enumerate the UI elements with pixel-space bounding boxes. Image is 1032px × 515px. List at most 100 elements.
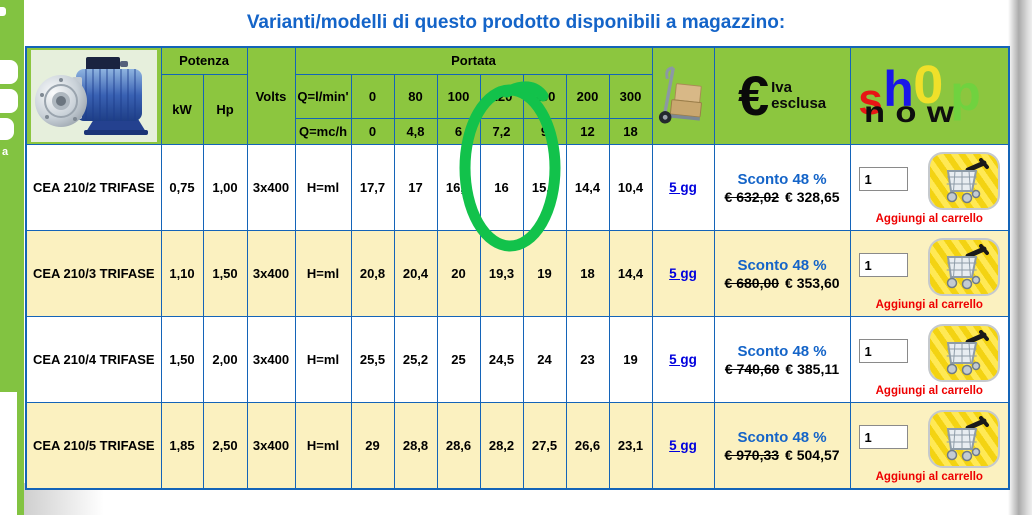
model-name: CEA 210/2 TRIFASE [25,144,162,231]
delivery-cell: 5 gg [651,230,715,317]
head-value: 26,6 [565,402,610,490]
discount-label: Sconto 48 % [737,342,827,360]
iva-label: Iva [771,79,792,97]
hp-header: Hp [202,73,248,145]
head-value: 23 [565,316,610,403]
head-value: 25 [436,316,481,403]
kw-value: 1,10 [160,230,204,317]
add-to-cart-link[interactable]: Aggiungi al carrello [875,471,983,483]
sidebar-button-fragment[interactable] [0,118,14,140]
sidebar-logo-fragment [0,7,6,16]
product-row: CEA 210/5 TRIFASE 1,85 2,50 3x400 H=ml 2… [25,402,1010,490]
add-to-cart-link[interactable]: Aggiungi al carrello [875,213,983,225]
cart-cell: Aggiungi al carrello [849,402,1010,490]
kw-header: kW [160,73,204,145]
add-to-cart-button[interactable] [928,410,1001,468]
head-value: 17,7 [350,144,395,231]
head-value: 20 [436,230,481,317]
quantity-input[interactable] [858,425,908,449]
page-title: Varianti/modelli di questo prodotto disp… [246,12,786,33]
head-value: 19,3 [479,230,524,317]
vat-excluded-logo: € Iva esclusa [715,64,849,127]
add-to-cart-button[interactable] [928,238,1001,296]
shop-letter-p: p [950,65,981,121]
kw-value: 1,85 [160,402,204,490]
delivery-cell: 5 gg [651,144,715,231]
potenza-header: Potenza [160,46,248,75]
new-price: € 504,57 [785,446,840,463]
cart-cell: Aggiungi al carrello [849,230,1010,317]
head-value: 25,2 [393,316,438,403]
head-value: 14,4 [608,230,653,317]
discount-label: Sconto 48 % [737,256,827,274]
new-price: € 385,11 [785,360,840,377]
shop-letter-o: 0 [913,55,944,115]
head-value: 29 [350,402,395,490]
discount-label: Sconto 48 % [737,170,827,188]
kw-value: 1,50 [160,316,204,403]
new-price: € 328,65 [785,188,840,205]
variants-table: Potenza Volts Portata [25,46,1011,490]
flow-mch-header: 6 [436,118,481,145]
head-value: 14,4 [565,144,610,231]
model-name: CEA 210/4 TRIFASE [25,316,162,403]
shop-now-cell: s h 0 p now [849,46,1010,145]
flow-mch-header: 0 [350,118,395,145]
shop-letter-h: h [883,61,914,117]
shop-letter-s: s [858,75,883,124]
delivery-link[interactable]: 5 gg [669,438,697,453]
cart-cell: Aggiungi al carrello [849,144,1010,231]
head-row-label: H=ml [294,402,352,490]
hp-value: 2,50 [202,402,248,490]
volts-value: 3x400 [246,230,296,317]
add-to-cart-button[interactable] [928,324,1001,382]
cart-icon [946,330,990,376]
head-value: 16 [479,144,524,231]
sidebar-button-fragment[interactable] [0,89,18,113]
quantity-input[interactable] [858,253,908,277]
product-row: CEA 210/3 TRIFASE 1,10 1,50 3x400 H=ml 2… [25,230,1010,317]
flow-col-header: 100 [436,73,481,119]
delivery-header-cell [651,46,715,145]
delivery-link[interactable]: 5 gg [669,180,697,195]
q-mch-header: Q=mc/h [294,118,352,145]
sidebar-edge-strip [17,392,24,515]
quantity-input[interactable] [858,339,908,363]
sidebar-button-fragment[interactable] [0,60,18,84]
flow-col-header: 120 [479,73,524,119]
euro-icon: € [737,64,770,127]
quantity-input[interactable] [858,167,908,191]
discount-label: Sconto 48 % [737,428,827,446]
add-to-cart-button[interactable] [928,152,1001,210]
flow-col-header: 300 [608,73,653,119]
delivery-link[interactable]: 5 gg [669,352,697,367]
head-value: 18 [565,230,610,317]
head-row-label: H=ml [294,316,352,403]
cart-icon [946,244,990,290]
model-name: CEA 210/5 TRIFASE [25,402,162,490]
kw-value: 0,75 [160,144,204,231]
flow-mch-header: 9 [522,118,567,145]
portata-header: Portata [294,46,653,75]
flow-mch-header: 4,8 [393,118,438,145]
new-price: € 353,60 [785,274,840,291]
product-image-cell [25,46,162,145]
vat-excluded-cell: € Iva esclusa [713,46,851,145]
head-row-label: H=ml [294,144,352,231]
flow-col-header: 80 [393,73,438,119]
add-to-cart-link[interactable]: Aggiungi al carrello [875,299,983,311]
volts-header: Volts [246,46,296,145]
head-value: 28,2 [479,402,524,490]
esclusa-label: esclusa [771,95,827,112]
price-cell: Sconto 48 % € 680,00 € 353,60 [713,230,851,317]
hp-value: 1,50 [202,230,248,317]
head-value: 15,6 [522,144,567,231]
delivery-link[interactable]: 5 gg [669,266,697,281]
head-value: 16,5 [436,144,481,231]
hand-truck-icon [658,65,702,124]
hp-value: 1,00 [202,144,248,231]
head-value: 23,1 [608,402,653,490]
head-value: 24,5 [479,316,524,403]
add-to-cart-link[interactable]: Aggiungi al carrello [875,385,983,397]
old-price: € 680,00 [724,274,780,291]
